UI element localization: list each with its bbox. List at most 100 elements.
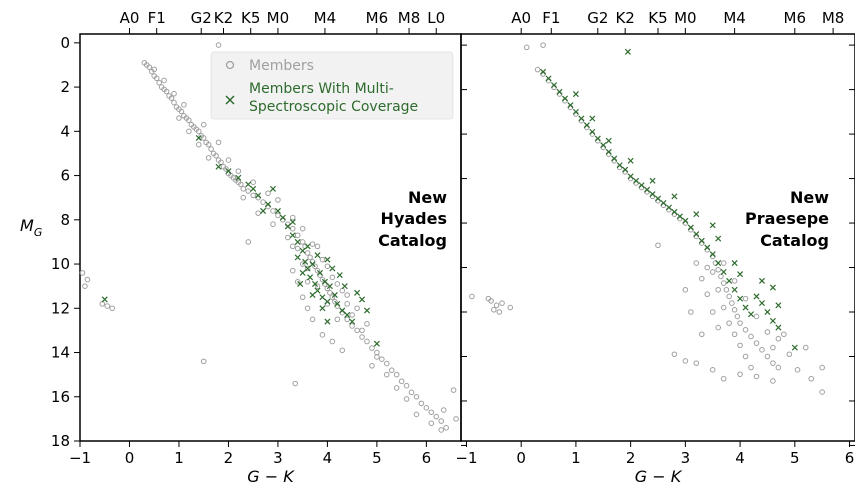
member-point bbox=[403, 396, 410, 402]
member-point bbox=[428, 409, 435, 416]
legend-box bbox=[210, 51, 454, 120]
member-point bbox=[299, 261, 306, 267]
spectral-type-label: M8 bbox=[398, 9, 421, 27]
multi-spectroscopic-point bbox=[687, 224, 694, 231]
member-point bbox=[339, 347, 346, 354]
multi-spectroscopic-point bbox=[753, 293, 760, 300]
member-point bbox=[369, 345, 375, 351]
multi-spectroscopic-point bbox=[748, 311, 755, 318]
x-tick-label: 5 bbox=[372, 449, 382, 467]
multi-spectroscopic-point bbox=[334, 300, 341, 307]
member-point bbox=[485, 295, 492, 302]
member-point bbox=[726, 293, 732, 300]
member-point bbox=[292, 380, 299, 387]
x-tick-label: 6 bbox=[422, 449, 432, 467]
multi-spectroscopic-point bbox=[731, 286, 738, 293]
member-point bbox=[304, 278, 311, 285]
member-point bbox=[682, 286, 689, 293]
multi-spectroscopic-point bbox=[649, 177, 656, 184]
member-point bbox=[398, 378, 405, 385]
x-tick-label: 3 bbox=[273, 449, 283, 467]
member-point bbox=[275, 197, 281, 203]
member-point bbox=[453, 416, 459, 422]
member-point bbox=[299, 225, 306, 232]
member-point bbox=[715, 266, 721, 273]
member-point bbox=[704, 291, 711, 298]
member-point bbox=[374, 354, 380, 360]
member-point bbox=[205, 141, 212, 148]
member-point bbox=[764, 329, 771, 335]
praesepe-panel: −1 0 1 2 3 4 5 6 A0 F1 G2 K2 K5 M0 M4 M6 M8 G − K New Praes… bbox=[455, 9, 855, 486]
member-point bbox=[731, 306, 738, 313]
member-point bbox=[737, 371, 743, 378]
member-point bbox=[200, 121, 207, 128]
member-point bbox=[79, 270, 86, 276]
member-point bbox=[819, 389, 825, 395]
member-point bbox=[319, 256, 326, 263]
multi-spectroscopic-point bbox=[297, 280, 304, 287]
member-point bbox=[304, 305, 311, 312]
member-point bbox=[146, 64, 153, 70]
member-point bbox=[161, 77, 167, 84]
legend-multi-marker bbox=[225, 95, 235, 105]
multi-spectroscopic-point bbox=[682, 217, 689, 224]
y-tick-label: 16 bbox=[51, 388, 70, 406]
x-tick-label: 2 bbox=[224, 449, 234, 467]
multi-spectroscopic-point bbox=[314, 252, 321, 259]
multi-spectroscopic-point bbox=[312, 280, 319, 287]
spectral-type-label: K5 bbox=[241, 9, 260, 27]
member-point bbox=[153, 75, 160, 82]
member-point bbox=[693, 360, 700, 366]
member-point bbox=[403, 382, 410, 389]
member-point bbox=[418, 400, 425, 407]
member-point bbox=[742, 295, 749, 302]
member-point bbox=[726, 320, 732, 326]
member-point bbox=[260, 199, 266, 205]
multi-spectroscopic-point bbox=[775, 302, 782, 309]
multi-spectroscopic-point bbox=[589, 115, 596, 122]
member-point bbox=[753, 373, 760, 380]
member-point bbox=[151, 66, 158, 73]
multi-spectroscopic-point bbox=[649, 191, 656, 198]
multi-spectroscopic-point bbox=[715, 260, 722, 267]
member-point bbox=[808, 375, 815, 382]
y-tick-label: 14 bbox=[51, 344, 70, 362]
multi-spectroscopic-point bbox=[660, 200, 667, 207]
member-point bbox=[304, 250, 311, 256]
member-point bbox=[289, 225, 296, 232]
multi-spectroscopic-point bbox=[329, 265, 336, 272]
member-point bbox=[324, 285, 331, 292]
member-point bbox=[349, 312, 355, 318]
member-point bbox=[379, 356, 385, 362]
multi-spectroscopic-point bbox=[304, 265, 311, 272]
multi-spectroscopic-point bbox=[737, 271, 744, 278]
spectral-type-label: F1 bbox=[542, 9, 560, 27]
multi-spectroscopic-point bbox=[720, 268, 727, 275]
member-point bbox=[469, 293, 475, 300]
y-axis-label-subscript: G bbox=[34, 226, 43, 239]
multi-spectroscopic-point bbox=[737, 295, 744, 302]
member-point bbox=[682, 358, 689, 364]
member-point bbox=[723, 286, 730, 293]
spectral-type-label: K2 bbox=[214, 9, 233, 27]
member-point bbox=[327, 289, 333, 296]
member-point bbox=[709, 269, 716, 275]
member-point bbox=[240, 194, 247, 201]
member-point bbox=[275, 212, 281, 219]
multi-spectroscopic-point bbox=[309, 291, 316, 299]
multi-spectroscopic-point bbox=[307, 274, 314, 281]
multi-spectroscopic-point bbox=[349, 318, 356, 325]
member-point bbox=[344, 316, 350, 323]
member-point bbox=[433, 413, 440, 420]
multi-spectroscopic-point bbox=[235, 174, 242, 181]
multi-spectroscopic-point bbox=[638, 182, 645, 189]
x-tick-label: 1 bbox=[174, 449, 184, 467]
y-tick-label: 4 bbox=[60, 122, 70, 140]
catalog-label-line: Praesepe bbox=[745, 209, 829, 228]
spectral-type-label: M4 bbox=[723, 9, 746, 27]
y-axis-label: MG bbox=[20, 216, 42, 239]
member-point bbox=[319, 276, 326, 283]
member-point bbox=[693, 260, 700, 266]
member-point bbox=[369, 362, 375, 369]
member-point bbox=[423, 405, 430, 411]
